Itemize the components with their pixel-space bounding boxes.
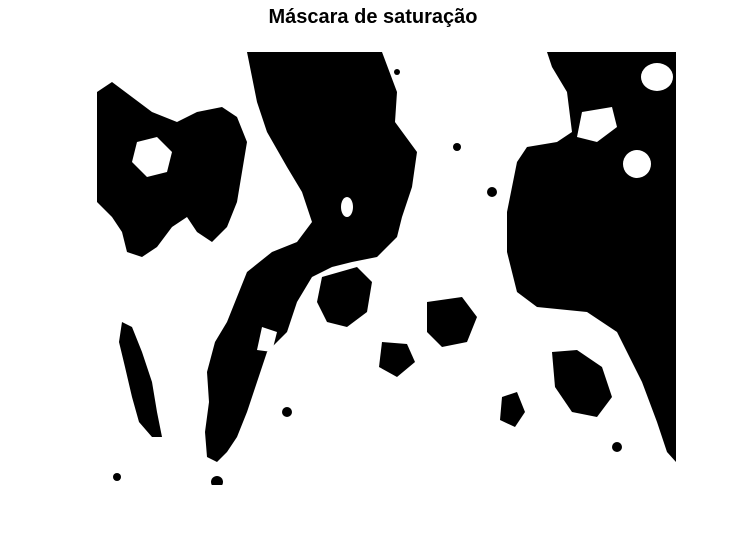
mask-speck-5	[453, 143, 461, 151]
mask-speck-4	[487, 187, 497, 197]
mask-region-mid-2	[427, 297, 477, 347]
saturation-mask-image	[97, 52, 676, 485]
mask-hole-right-3	[577, 107, 617, 142]
mask-speck-2	[211, 476, 223, 485]
figure-title: Máscara de saturação	[268, 6, 478, 28]
mask-region-upper-left	[97, 82, 247, 257]
mask-speck-8	[394, 69, 400, 75]
mask-speck-7	[282, 407, 292, 417]
mask-hole-central-2	[341, 197, 353, 217]
mask-hole-upper-left	[132, 137, 172, 177]
mask-speck-6	[612, 442, 622, 452]
mask-svg	[97, 52, 676, 485]
mask-speck-3	[328, 133, 336, 141]
mask-region-lower-right-1	[552, 350, 612, 417]
mask-hole-central-1	[257, 327, 277, 352]
mask-region-mid-3	[379, 342, 415, 377]
mask-hole-right-2	[641, 63, 673, 91]
mask-hole-right-1	[623, 150, 651, 178]
mask-speck-1	[113, 473, 121, 481]
mask-region-mid-1	[317, 267, 372, 327]
mask-region-central-band	[205, 52, 417, 462]
mask-region-lower-right-2	[500, 392, 525, 427]
mask-hole-central-3	[223, 454, 231, 470]
mask-region-left-lower	[119, 322, 162, 437]
